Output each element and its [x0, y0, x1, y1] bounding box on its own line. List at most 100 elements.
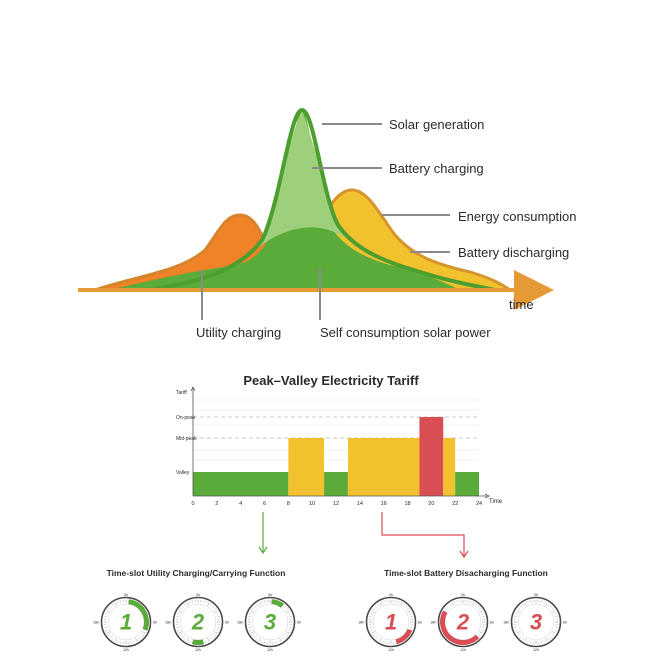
clock-label-12h: 12h — [460, 648, 466, 652]
clock-tick — [545, 602, 548, 606]
clock-tick — [554, 613, 557, 615]
clock-label-0h: 0h — [196, 593, 200, 597]
tariff-level-labels: Valley Mid-peak On-peak — [176, 415, 197, 476]
label-solar-generation: Solar generation — [389, 117, 484, 132]
clock-tick — [205, 601, 207, 604]
clock-tick — [177, 613, 180, 615]
clock-tick — [554, 629, 557, 631]
clock-tick — [105, 613, 108, 615]
clock-tick — [284, 606, 286, 608]
connector-battery — [381, 512, 465, 556]
clock-number: 1 — [120, 610, 132, 635]
clock-tick — [261, 601, 263, 604]
clock-tick — [527, 640, 529, 643]
clock-tick — [256, 638, 258, 640]
clock-tick — [277, 640, 279, 643]
battery-charging-area — [258, 110, 345, 248]
clock-inner-ring — [107, 603, 145, 641]
clock-label-0h: 0h — [124, 593, 128, 597]
tariff-bar-valley — [455, 472, 479, 496]
clock-tick — [403, 604, 405, 606]
clock-tick — [258, 638, 261, 642]
clock-tick — [398, 601, 400, 604]
clock-tick — [108, 608, 110, 610]
clock-tick — [524, 638, 527, 642]
clock-tick — [543, 601, 545, 604]
clock-tick — [382, 640, 384, 643]
clock-tick — [110, 606, 112, 608]
clock-tick — [527, 601, 529, 604]
clock-tick — [112, 604, 114, 606]
clock-tick — [445, 608, 447, 610]
clock-tick — [180, 608, 182, 610]
clock-tick — [140, 636, 142, 638]
clock-tick — [214, 608, 216, 610]
tariff-chart: Peak–Valley Electricity Tariff Tariff Ti… — [176, 373, 503, 507]
clock-label-18h: 18h — [503, 621, 509, 625]
clock-label-6h: 6h — [297, 621, 301, 625]
tariff-level-valley: Valley — [176, 470, 190, 476]
battery-clock-3: 0h 6h 12h 18h 3 — [503, 593, 567, 652]
label-battery-discharging: Battery discharging — [458, 245, 569, 260]
label-energy-consumption: Energy consumption — [458, 209, 577, 224]
label-utility-charging: Utility charging — [196, 325, 281, 340]
utility-clock-2: 0h 6h 12h 18h 2 — [165, 593, 229, 652]
clock-tick — [216, 629, 219, 631]
clock-tick — [114, 638, 117, 642]
clock-tick — [205, 640, 207, 643]
label-self-consumption: Self consumption solar power — [320, 325, 491, 340]
clock-tick — [256, 604, 258, 606]
clock-label-6h: 6h — [153, 621, 157, 625]
clock-tick — [373, 634, 375, 636]
clock-time-slot — [192, 639, 204, 645]
clock-tick — [407, 608, 409, 610]
clock-tick — [382, 601, 384, 604]
clock-tick — [286, 634, 288, 636]
connector-battery-head — [459, 550, 469, 559]
tariff-level-on: On-peak — [176, 415, 196, 421]
clock-tick — [545, 638, 548, 642]
clock-tick — [375, 636, 377, 638]
clock-tick — [550, 606, 552, 608]
clock-tick — [286, 631, 290, 634]
clock-tick — [373, 608, 375, 610]
clock-label-12h: 12h — [267, 648, 273, 652]
clock-tick — [479, 608, 481, 610]
tariff-tick-label: 2 — [215, 501, 218, 507]
tariff-tick-label: 6 — [263, 501, 266, 507]
clock-tick — [180, 634, 182, 636]
tariff-axes — [190, 386, 490, 499]
clock-tick — [112, 638, 114, 640]
clock-tick — [184, 638, 186, 640]
clock-number: 1 — [385, 610, 397, 635]
tariff-title: Peak–Valley Electricity Tariff — [243, 373, 419, 388]
clock-tick — [515, 613, 518, 615]
clock-tick — [475, 604, 477, 606]
clock-number: 2 — [191, 610, 205, 635]
clock-tick — [518, 634, 520, 636]
clock-tick — [370, 613, 373, 615]
clock-tick — [210, 604, 212, 606]
clock-tick — [552, 610, 556, 613]
tariff-xlabel: Time — [489, 499, 503, 505]
clock-label-0h: 0h — [389, 593, 393, 597]
clock-tick — [479, 610, 483, 613]
clock-tick — [548, 604, 550, 606]
clock-tick — [472, 602, 475, 606]
clock-tick — [110, 636, 112, 638]
clock-label-6h: 6h — [563, 621, 567, 625]
clock-tick — [254, 636, 256, 638]
clock-tick — [481, 613, 484, 615]
battery-clock-2: 0h 6h 12h 18h 2 — [430, 593, 494, 652]
clock-tick — [550, 636, 552, 638]
clock-label-18h: 18h — [93, 621, 99, 625]
clock-time-slot — [440, 610, 480, 645]
energy-labels: Solar generation Battery charging Energy… — [196, 117, 577, 340]
tariff-bar-mid — [347, 438, 420, 496]
clock-tick — [106, 631, 110, 634]
clock-tick — [133, 640, 135, 643]
clock-tick — [212, 636, 214, 638]
clock-tick — [286, 610, 290, 613]
clock-tick — [377, 604, 379, 606]
clock-tick — [212, 606, 214, 608]
